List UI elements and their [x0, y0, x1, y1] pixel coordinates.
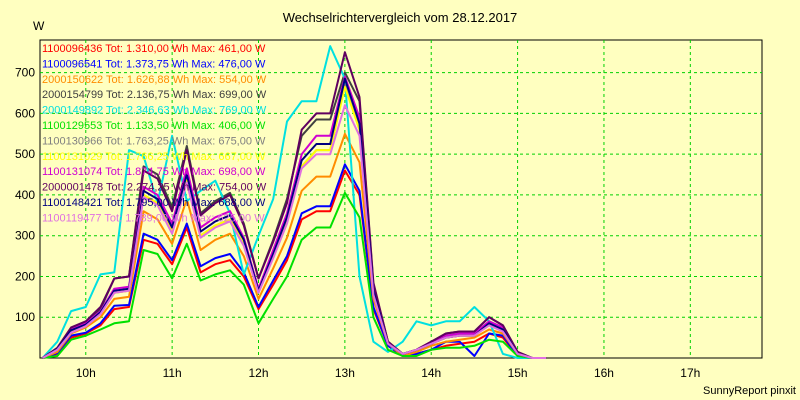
y-tick-label: 100: [15, 310, 35, 324]
legend-entry: 1100131074 Tot: 1.874,75 Wh Max: 698,00 …: [42, 166, 266, 178]
series-line: [42, 75, 547, 359]
y-axis-label: W: [33, 19, 45, 33]
y-tick-label: 300: [15, 229, 35, 243]
plot-area: [39, 39, 763, 359]
y-tick-label: 200: [15, 269, 35, 283]
legend-entry: 1100130966 Tot: 1.763,25 Wh Max: 675,00 …: [42, 135, 266, 147]
legend-entry: 2000149892 Tot: 2.346,63 Wh Max: 769,00 …: [42, 105, 267, 117]
series-line: [42, 51, 547, 359]
chart-title: Wechselrichtervergleich vom 28.12.2017: [283, 10, 518, 25]
legend-layer: 1100096436 Tot: 1.310,00 Wh Max: 461,00 …: [42, 43, 267, 224]
footer-text: SunnyReport pinxit: [703, 385, 796, 397]
x-tick-label: 15h: [508, 366, 528, 380]
legend-entry: 2000001478 Tot: 2.274,25 Wh Max: 754,00 …: [42, 182, 267, 194]
legend-entry: 1100096436 Tot: 1.310,00 Wh Max: 461,00 …: [42, 43, 266, 55]
series-layer: [41, 45, 547, 359]
x-tick-label: 16h: [594, 366, 614, 380]
y-tick-label: 400: [15, 188, 35, 202]
series-line: [41, 45, 547, 359]
series-line: [42, 132, 547, 359]
y-tick-label: 500: [15, 147, 35, 161]
y-tick-label: 700: [15, 66, 35, 80]
x-tick-label: 12h: [248, 366, 268, 380]
axis-layer: 100 200 300 400 500 600 700 10h 11h 12h 13h 14h 15h 1…: [15, 66, 700, 380]
x-tick-label: 14h: [421, 366, 441, 380]
legend-entry: 1100129553 Tot: 1.133,50 Wh Max: 406,00 …: [42, 120, 266, 132]
x-tick-label: 13h: [335, 366, 355, 380]
legend-entry: 1100096541 Tot: 1.373,75 Wh Max: 476,00 …: [42, 58, 266, 70]
legend-entry: 2000150622 Tot: 1.626,88 Wh Max: 554,00 …: [42, 74, 267, 86]
legend-entry: 1100131029 Tot: 1.766,25 Wh Max: 667,00 …: [42, 151, 266, 163]
series-line: [42, 163, 547, 359]
legend-entry: 1100119477 Tot: 1.789,00 Wh Max: 625,00 …: [42, 212, 265, 224]
series-line: [42, 104, 547, 359]
x-tick-label: 17h: [680, 366, 700, 380]
series-line: [42, 191, 547, 359]
x-tick-label: 10h: [76, 366, 96, 380]
y-tick-label: 600: [15, 106, 35, 120]
legend-entry: 1100148421 Tot: 1.795,00 Wh Max: 688,00 …: [42, 197, 266, 209]
legend-entry: 2000154799 Tot: 2.136,75 Wh Max: 699,00 …: [42, 89, 267, 101]
x-tick-label: 11h: [163, 366, 182, 380]
